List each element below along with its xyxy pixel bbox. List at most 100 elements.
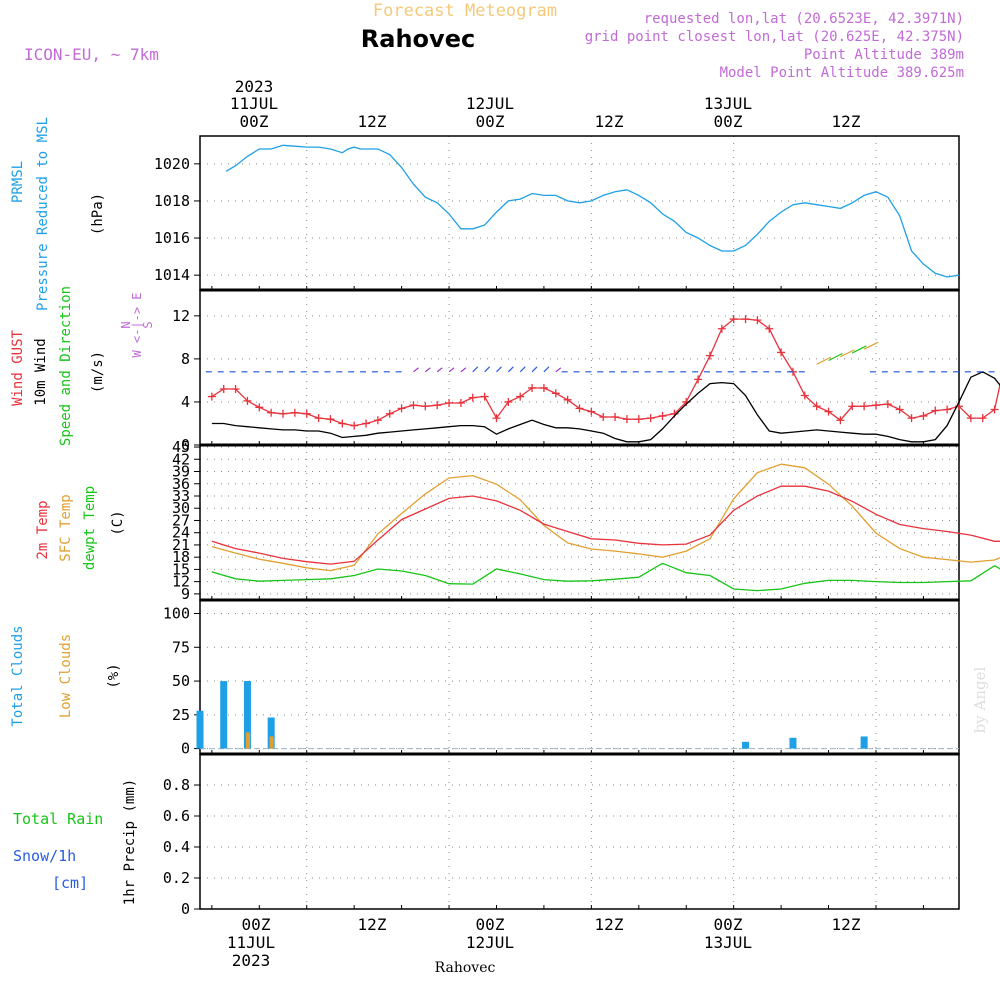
temp2m-label: 2m Temp [35,500,51,559]
wind-barb [828,352,843,362]
wind-line [211,371,1000,443]
grid-point-coords: grid point closest lon,lat (20.625E, 42.… [585,29,964,45]
y-tick-label: 0 [181,740,190,758]
total-clouds-label: Total Clouds [10,625,26,726]
top-time-label-3: 00Z [476,112,505,131]
gust-marker [279,409,288,418]
bottom-day-label-3: 13JUL [704,933,752,952]
y-tick-label: 0 [181,436,190,454]
gust-marker [931,406,940,415]
model-name: ICON-EU, ~ 7km [24,45,159,64]
wind-barb [816,356,831,365]
gust-marker [231,385,240,394]
gust-marker [741,315,750,324]
gust-marker [966,414,975,423]
y-tick-label: 100 [163,605,190,623]
gust-marker [587,407,596,416]
y-tick-label: 1018 [154,192,190,210]
compass-rose: NW <-|-> ES [119,292,155,357]
wind-label: 10m Wind [33,338,49,405]
y-tick-label: 18 [172,548,190,566]
y-tick-label: 25 [172,706,190,724]
model-altitude: Model Point Altitude 389.625m [720,65,964,81]
top-time-label-2: 12Z [358,112,387,131]
bottom-time-label-1: 00Z [242,915,271,934]
wind-barb [555,367,562,373]
gust-marker [705,351,714,360]
gust-marker [658,411,667,420]
low-clouds-label: Low Clouds [58,634,74,718]
total-clouds-bar [267,717,275,749]
snow-unit-label: [cm] [52,874,88,892]
snow-label: Snow/1h [13,847,76,865]
side-labels: PRMSL Pressure Reduced to MSL (hPa) Wind… [10,117,155,905]
gust-marker [290,408,299,417]
panel-frame [199,753,960,910]
y-tick-label: 1016 [154,229,190,247]
y-tick-label: 0 [181,900,190,918]
gust-marker [765,324,774,333]
total-rain-label: Total Rain [13,810,103,828]
y-tick-label: 30 [172,499,190,517]
location-title: Rahovec [361,25,475,53]
gust-marker [397,404,406,413]
y-tick-label: 1020 [154,155,190,173]
total-clouds-bar [742,741,750,749]
y-tick-label: 9 [181,585,190,603]
total-clouds-bar [196,710,204,749]
top-day-label-1: 11JUL [230,94,278,113]
temp2m-line [211,485,1000,565]
gust-marker [943,405,952,414]
panel-precip: 0 0.2 0.4 0.6 0.8 [163,753,960,918]
y-tick-label: 21 [172,536,190,554]
y-tick-label: 0.8 [163,776,190,794]
gust-marker [895,405,904,414]
y-tick-label: 4 [181,393,190,411]
wind-barb [484,366,491,373]
gust-marker [717,324,726,333]
y-tick-label: 8 [181,350,190,368]
panel-clouds: 0 25 50 75 100 [163,599,960,758]
bottom-time-label-3: 00Z [476,915,505,934]
y-tick-label: 12 [172,307,190,325]
gust-marker [611,413,620,422]
total-clouds-bar [220,681,228,749]
gust-marker [373,416,382,425]
point-altitude: Point Altitude 389m [804,47,964,63]
wind-barb [507,366,514,373]
wind-barb [424,367,431,373]
wind-direction-label: Speed and Direction [58,286,74,446]
top-time-axis: 2023 11JUL 12JUL 13JUL 00Z 12Z 00Z 12Z 0… [230,77,861,131]
gust-marker [255,403,264,412]
gust-marker [421,402,430,411]
top-time-label-6: 12Z [832,112,861,131]
y-tick-label: 45 [172,438,190,456]
gust-label: Wind GUST [10,330,26,406]
y-tick-label: 1014 [154,266,190,284]
gust-marker [492,414,501,423]
gust-marker [504,397,513,406]
top-day-label-3: 13JUL [704,94,752,113]
wind-barb [863,341,879,350]
low-clouds-bar [269,736,274,749]
bottom-time-label-6: 12Z [832,915,861,934]
y-tick-label: 39 [172,463,190,481]
pressure-unit: (hPa) [90,193,106,235]
gust-marker [516,392,525,401]
bottom-day-label-2: 12JUL [466,933,514,952]
bottom-time-label-5: 00Z [714,915,743,934]
wind-barb [840,349,855,358]
y-tick-label: 12 [172,573,190,591]
y-tick-label: 0.4 [163,838,190,856]
gust-marker [362,419,371,428]
y-tick-label: 15 [172,560,190,578]
gust-marker [539,383,548,392]
y-tick-label: 27 [172,511,190,529]
panel-wind: 0 4 8 12 [172,289,1000,454]
precip-unit: 1hr Precip (mm) [122,779,138,905]
gust-marker [207,392,216,401]
panel-frame [199,599,960,755]
gust-marker [468,393,477,402]
gust-marker [907,414,916,423]
